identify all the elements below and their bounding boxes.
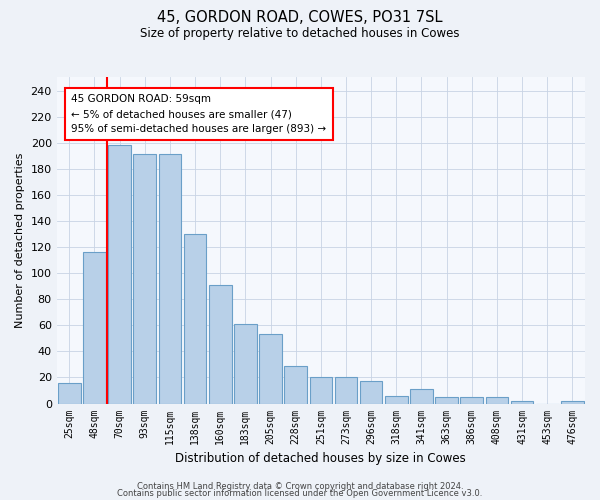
Bar: [83, 252, 106, 404]
Bar: [485, 397, 508, 404]
Bar: [460, 397, 483, 404]
Y-axis label: Number of detached properties: Number of detached properties: [15, 153, 25, 328]
X-axis label: Distribution of detached houses by size in Cowes: Distribution of detached houses by size …: [175, 452, 466, 465]
Bar: [158, 154, 181, 404]
Text: Contains public sector information licensed under the Open Government Licence v3: Contains public sector information licen…: [118, 489, 482, 498]
Bar: [511, 401, 533, 404]
Bar: [133, 154, 156, 404]
Bar: [209, 285, 232, 404]
Text: Contains HM Land Registry data © Crown copyright and database right 2024.: Contains HM Land Registry data © Crown c…: [137, 482, 463, 491]
Bar: [259, 334, 282, 404]
Bar: [58, 382, 80, 404]
Text: Size of property relative to detached houses in Cowes: Size of property relative to detached ho…: [140, 28, 460, 40]
Bar: [561, 401, 584, 404]
Bar: [108, 146, 131, 404]
Bar: [284, 366, 307, 404]
Bar: [410, 389, 433, 404]
Bar: [436, 397, 458, 404]
Bar: [310, 378, 332, 404]
Bar: [385, 396, 407, 404]
Bar: [335, 378, 358, 404]
Text: 45 GORDON ROAD: 59sqm
← 5% of detached houses are smaller (47)
95% of semi-detac: 45 GORDON ROAD: 59sqm ← 5% of detached h…: [71, 94, 326, 134]
Bar: [360, 382, 382, 404]
Bar: [184, 234, 206, 404]
Bar: [234, 324, 257, 404]
Text: 45, GORDON ROAD, COWES, PO31 7SL: 45, GORDON ROAD, COWES, PO31 7SL: [157, 10, 443, 25]
